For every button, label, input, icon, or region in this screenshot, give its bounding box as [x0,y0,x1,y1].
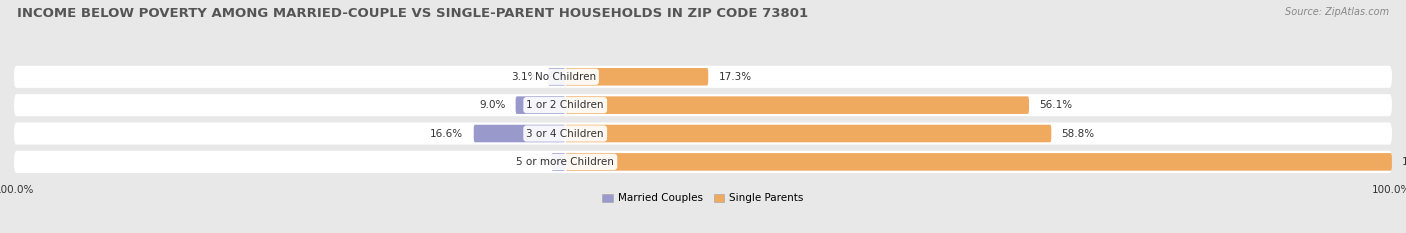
Text: 5 or more Children: 5 or more Children [516,157,614,167]
Text: 9.0%: 9.0% [479,100,505,110]
FancyBboxPatch shape [474,125,565,142]
Text: Source: ZipAtlas.com: Source: ZipAtlas.com [1285,7,1389,17]
Text: 58.8%: 58.8% [1062,129,1095,139]
Text: 3.1%: 3.1% [512,72,537,82]
Text: 56.1%: 56.1% [1039,100,1073,110]
Text: 0.0%: 0.0% [529,157,555,167]
FancyBboxPatch shape [14,151,1392,173]
FancyBboxPatch shape [14,94,1392,116]
FancyBboxPatch shape [551,153,565,171]
FancyBboxPatch shape [14,66,1392,88]
Text: No Children: No Children [534,72,596,82]
Text: 17.3%: 17.3% [718,72,752,82]
FancyBboxPatch shape [516,96,565,114]
Legend: Married Couples, Single Parents: Married Couples, Single Parents [603,193,803,203]
FancyBboxPatch shape [565,153,1392,171]
Text: INCOME BELOW POVERTY AMONG MARRIED-COUPLE VS SINGLE-PARENT HOUSEHOLDS IN ZIP COD: INCOME BELOW POVERTY AMONG MARRIED-COUPL… [17,7,808,20]
FancyBboxPatch shape [565,125,1052,142]
FancyBboxPatch shape [14,123,1392,145]
FancyBboxPatch shape [565,68,709,86]
Text: 100.0%: 100.0% [1402,157,1406,167]
Text: 16.6%: 16.6% [430,129,464,139]
Text: 1 or 2 Children: 1 or 2 Children [526,100,605,110]
Text: 3 or 4 Children: 3 or 4 Children [526,129,605,139]
FancyBboxPatch shape [565,96,1029,114]
FancyBboxPatch shape [548,68,565,86]
